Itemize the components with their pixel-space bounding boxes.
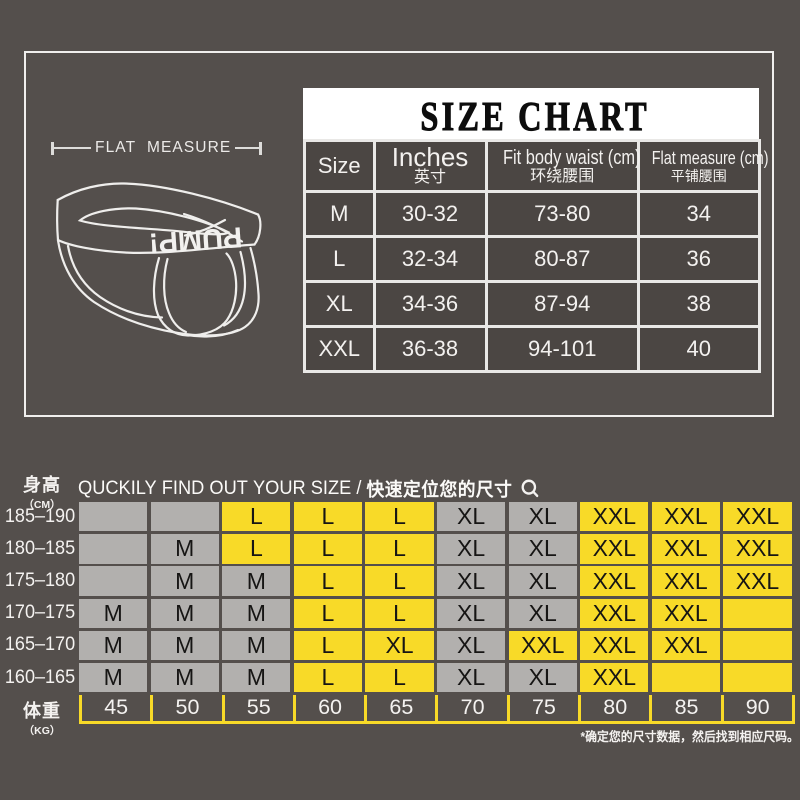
svg-text:PUMP!: PUMP! xyxy=(148,220,243,258)
